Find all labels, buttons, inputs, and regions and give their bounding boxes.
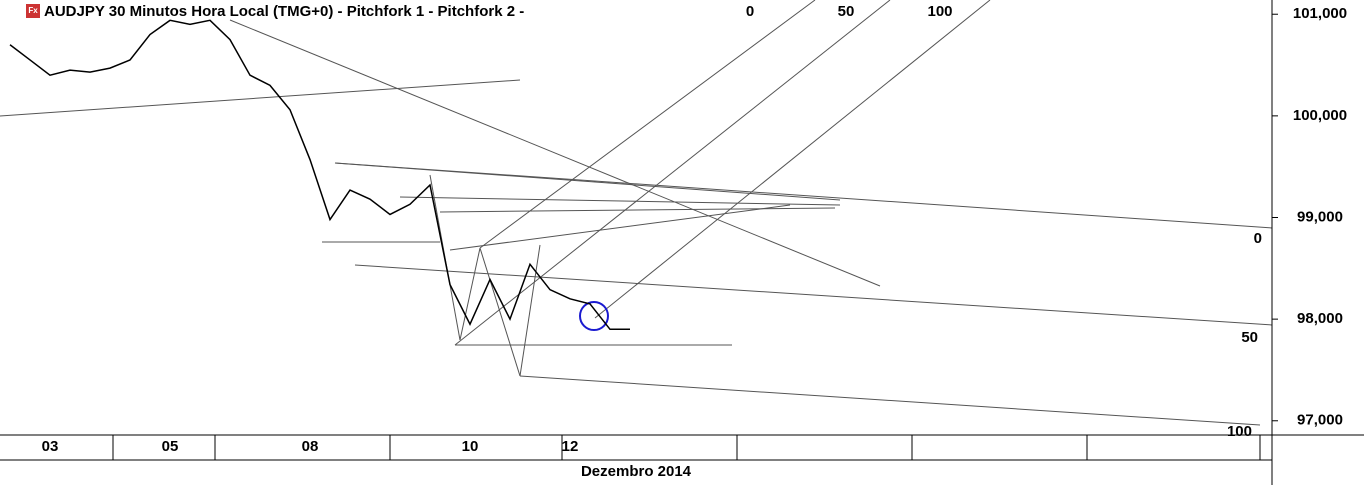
y-tick-label: 98,000	[1297, 310, 1343, 327]
x-tick-label: 12	[562, 438, 579, 455]
x-tick-label: 03	[42, 438, 59, 455]
day-separators	[112, 435, 1261, 460]
pitchfork-drawings	[0, 0, 1273, 426]
fib-label: 50	[1241, 329, 1258, 346]
y-tick-label: 97,000	[1297, 412, 1343, 429]
x-tick-label: 10	[462, 438, 479, 455]
icon-text: Fx	[28, 6, 38, 15]
x-tick-label: 08	[302, 438, 319, 455]
highlight-circle	[579, 301, 609, 331]
fib-label: 0	[746, 3, 754, 20]
fib-label: 100	[1227, 423, 1252, 440]
fib-label: 0	[1254, 230, 1262, 247]
x-tick-label: 05	[162, 438, 179, 455]
y-tick-label: 100,000	[1293, 107, 1347, 124]
y-tick-label: 99,000	[1297, 208, 1343, 225]
chart-title: AUDJPY 30 Minutos Hora Local (TMG+0) - P…	[44, 3, 524, 20]
x-axis-label: Dezembro 2014	[581, 463, 692, 480]
fib-label: 100	[927, 3, 952, 20]
fib-label: 50	[838, 3, 855, 20]
price-line	[9, 19, 630, 331]
y-tick-label: 101,000	[1293, 5, 1347, 22]
icon	[26, 4, 40, 18]
